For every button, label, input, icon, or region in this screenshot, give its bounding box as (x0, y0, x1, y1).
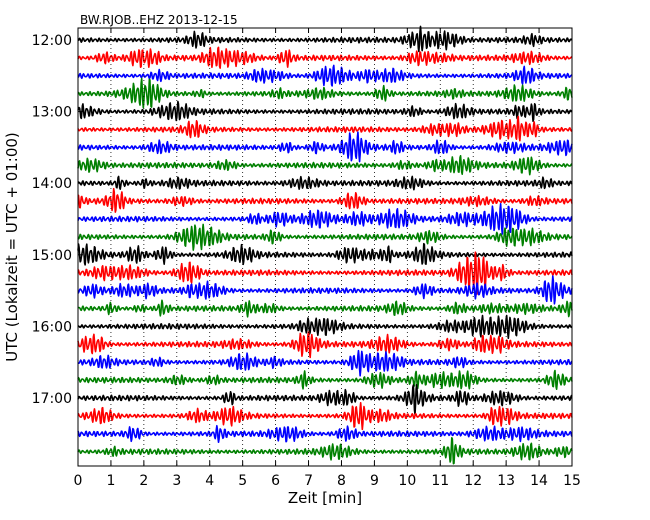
trace-1615 (77, 331, 573, 359)
trace-1415 (77, 187, 573, 213)
trace-1530 (77, 275, 573, 305)
trace-1645 (77, 369, 573, 390)
trace-1745 (77, 436, 573, 465)
x-tick-label: 0 (74, 473, 83, 489)
trace-1400 (77, 175, 573, 191)
trace-1230 (77, 64, 573, 87)
y-tick-label: 16:00 (32, 319, 72, 335)
trace-1300 (77, 100, 573, 123)
trace-1245 (77, 77, 573, 109)
y-tick-label: 13:00 (32, 105, 72, 121)
trace-1215 (77, 46, 573, 69)
trace-1330 (77, 131, 573, 163)
trace-1700 (77, 383, 573, 416)
x-tick-label: 15 (563, 473, 581, 489)
x-tick-label: 8 (337, 473, 346, 489)
trace-1630 (77, 349, 573, 377)
trace-1730 (77, 424, 573, 444)
x-tick-label: 2 (139, 473, 148, 489)
trace-1430 (77, 202, 573, 235)
plot-frame (77, 27, 573, 467)
x-tick-label: 4 (205, 473, 214, 489)
x-tick-label: 6 (271, 473, 280, 489)
y-tick-label: 12:00 (32, 33, 72, 49)
x-tick-label: 3 (172, 473, 181, 489)
trace-1515 (77, 251, 573, 295)
x-tick-label: 12 (464, 473, 482, 489)
trace-1345 (77, 154, 573, 176)
x-tick-label: 7 (304, 473, 313, 489)
x-tick-label: 1 (106, 473, 115, 489)
y-axis-ticks: 12:00 13:00 14:00 15:00 16:00 17:00 (32, 33, 572, 407)
x-tick-label: 11 (431, 473, 449, 489)
x-axis-ticks: 0 1 2 3 4 5 6 7 8 9 10 11 12 13 14 15 (74, 28, 581, 489)
chart-title: BW.RJOB..EHZ 2013-12-15 (80, 13, 238, 27)
trace-1200 (77, 25, 573, 53)
trace-1715 (77, 401, 573, 431)
y-tick-label: 17:00 (32, 391, 72, 407)
y-tick-label: 15:00 (32, 248, 72, 264)
x-tick-label: 13 (497, 473, 515, 489)
x-tick-label: 10 (398, 473, 416, 489)
y-tick-label: 14:00 (32, 176, 72, 192)
x-tick-label: 14 (530, 473, 548, 489)
trace-1545 (77, 299, 573, 318)
seismogram-traces (77, 25, 573, 465)
y-axis-label: UTC (Lokalzeit = UTC + 01:00) (3, 132, 21, 362)
x-tick-label: 5 (238, 473, 247, 489)
trace-1315 (77, 115, 573, 142)
x-tick-label: 9 (370, 473, 379, 489)
trace-1600 (77, 314, 573, 340)
trace-1445 (77, 223, 573, 251)
x-axis-label: Zeit [min] (288, 489, 362, 507)
trace-1500 (77, 242, 573, 266)
